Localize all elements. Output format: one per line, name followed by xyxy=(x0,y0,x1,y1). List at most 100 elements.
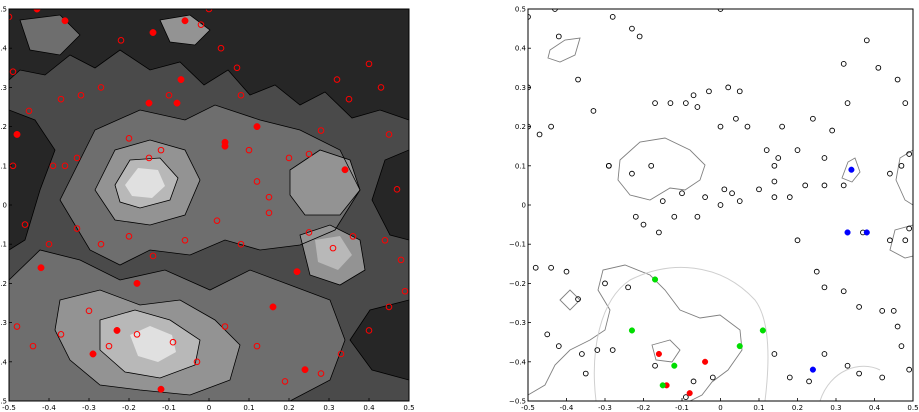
right-light-curve xyxy=(593,266,769,401)
left-open-point xyxy=(57,331,65,338)
right-open-point xyxy=(794,237,801,244)
right-open-point xyxy=(744,123,751,130)
right-open-point xyxy=(863,37,870,44)
right-x-tick-label: -0.5 xyxy=(521,404,535,412)
right-open-point xyxy=(709,374,716,381)
left-open-point xyxy=(117,37,125,44)
left-y-axis: 0.5 0.4 0.3 0.2 0.1 0 −0.1 −0.2 −0.3 −0.4 −0.5 xyxy=(0,6,12,406)
right-green-markers xyxy=(628,276,766,389)
left-open-point xyxy=(57,95,65,103)
left-filled-point xyxy=(301,366,309,374)
right-open-point xyxy=(786,374,793,381)
left-open-point xyxy=(73,225,81,232)
contour-lightest-bottom xyxy=(130,326,176,362)
left-contour-plot: -0.5 -0.4 -0.3 -0.2 -0.1 0 0.1 0.2 0.3 0.4 0.5 0.5… xyxy=(0,6,415,412)
left-open-point xyxy=(217,44,225,52)
right-blue-point xyxy=(809,366,816,373)
right-open-point xyxy=(590,108,597,114)
right-red-point xyxy=(702,358,709,365)
right-blue-point xyxy=(848,166,855,173)
left-open-point xyxy=(393,186,401,193)
right-x-tick-label: -0.3 xyxy=(598,404,612,412)
left-open-point xyxy=(265,193,273,201)
left-open-point xyxy=(381,236,389,244)
right-green-point xyxy=(628,327,636,334)
right-open-point xyxy=(898,343,905,349)
right-open-point xyxy=(652,100,658,106)
right-open-point xyxy=(844,100,851,106)
right-open-point xyxy=(898,162,905,169)
left-open-point xyxy=(125,233,133,240)
right-scatter-plot: -0.5 -0.4 -0.3 -0.2 -0.1 0 0.1 0.2 0.3 0.4 0.5 0.5… xyxy=(509,6,919,412)
right-open-point xyxy=(605,162,612,169)
right-y-axis: 0.5 0.4 0.3 0.2 0.1 0 −0.1 −0.2 −0.3 −0.4 −0.5 xyxy=(509,6,531,406)
right-contour-bottom-mid xyxy=(651,339,681,363)
right-open-point xyxy=(733,115,739,122)
right-open-point xyxy=(725,84,732,91)
right-x-tick-label: 0.2 xyxy=(792,404,803,412)
right-open-point xyxy=(794,147,801,153)
right-open-point xyxy=(840,288,847,295)
right-open-point xyxy=(902,237,909,244)
right-y-tick-label: −0.4 xyxy=(509,358,527,366)
right-open-point xyxy=(609,13,616,20)
right-open-point xyxy=(652,362,658,369)
right-open-point xyxy=(729,190,735,197)
right-y-tick-label: 0.5 xyxy=(515,6,526,14)
left-open-point xyxy=(329,244,337,252)
right-blue-point xyxy=(863,229,870,236)
left-open-point xyxy=(317,370,325,377)
right-x-tick-label: 0.5 xyxy=(907,404,918,412)
right-open-point xyxy=(694,104,701,110)
right-contour-bottom-left xyxy=(528,264,743,401)
right-open-point xyxy=(844,362,851,369)
contour-lightest-center xyxy=(125,168,165,198)
right-red-point xyxy=(655,350,662,358)
right-open-point xyxy=(821,182,828,189)
right-open-point xyxy=(736,88,743,95)
left-open-point xyxy=(345,95,353,103)
left-filled-point xyxy=(61,17,69,25)
left-open-point xyxy=(253,342,261,350)
right-y-tick-label: 0.4 xyxy=(515,45,527,53)
right-open-point xyxy=(575,296,581,302)
right-open-point xyxy=(702,194,708,201)
right-open-point xyxy=(821,155,828,161)
left-open-point xyxy=(169,338,177,346)
right-open-point xyxy=(579,351,585,357)
contour-lightest-topmid xyxy=(160,15,210,45)
right-y-tick-label: 0.2 xyxy=(515,123,526,131)
left-open-point xyxy=(385,131,393,138)
left-open-point xyxy=(245,146,253,154)
left-open-point xyxy=(385,303,393,311)
left-filled-point xyxy=(181,17,189,25)
right-open-point xyxy=(667,100,674,106)
right-light-curve-2 xyxy=(819,365,881,401)
right-x-tick-label: 0.4 xyxy=(869,404,881,412)
left-x-axis: -0.5 -0.4 -0.3 -0.2 -0.1 0 0.1 0.2 0.3 0.4 0.5 xyxy=(2,398,415,412)
right-open-point xyxy=(536,131,543,138)
left-filled-point xyxy=(221,142,229,150)
left-open-point xyxy=(133,331,141,338)
right-open-point xyxy=(594,347,601,353)
right-contour-right-edge xyxy=(895,149,913,206)
right-open-point xyxy=(717,123,724,130)
right-open-point xyxy=(879,374,886,381)
right-y-tick-label: −0.3 xyxy=(509,319,526,327)
right-open-point xyxy=(555,343,562,349)
contour-light-right xyxy=(290,150,360,215)
left-filled-point xyxy=(269,303,277,311)
left-open-point xyxy=(397,256,405,264)
left-open-point xyxy=(145,154,153,162)
right-open-point xyxy=(856,370,862,377)
left-open-point xyxy=(221,323,229,330)
left-open-point xyxy=(349,233,357,240)
right-open-point xyxy=(609,347,616,353)
left-open-point xyxy=(237,91,245,99)
left-filled-point xyxy=(13,130,21,138)
right-open-point xyxy=(771,351,778,357)
left-open-point xyxy=(233,64,241,72)
left-x-tick-label: 0 xyxy=(207,404,211,412)
right-green-point xyxy=(759,327,766,334)
left-filled-point xyxy=(157,385,165,393)
